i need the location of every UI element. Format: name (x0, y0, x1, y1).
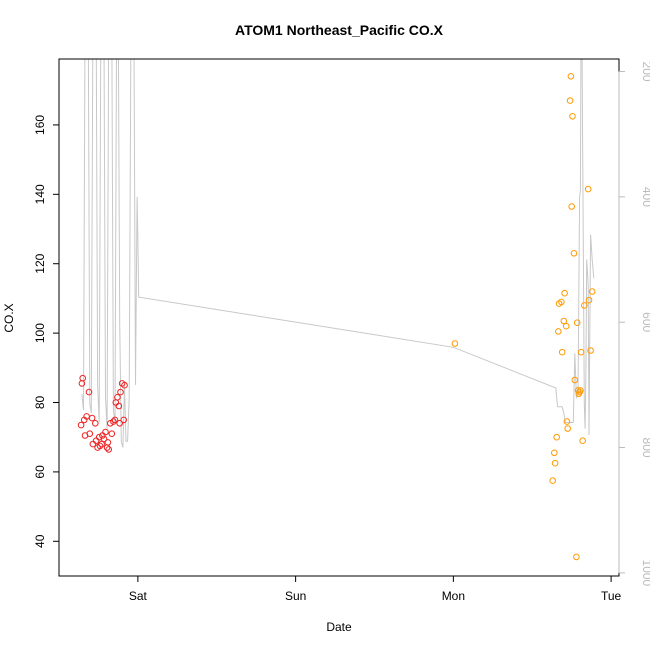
plot-area: Sat Sun Mon Tue 40 60 80 100 120 140 160 200 400 600 8… (33, 58, 650, 603)
y2-tick-label: 800 (640, 438, 650, 458)
y-axis-label: CO.X (2, 303, 16, 332)
data-point-series2 (564, 425, 572, 432)
chart-title: ATOM1 Northeast_Pacific CO.X (235, 22, 444, 38)
data-point-series1 (96, 442, 104, 450)
data-point-series2 (553, 433, 561, 441)
y-tick-label: 80 (33, 396, 47, 410)
data-point-series1 (88, 414, 96, 422)
x-tick-label: Sat (129, 589, 148, 603)
data-point-series1 (92, 420, 99, 427)
y-tick-label: 40 (33, 534, 47, 548)
series-line (81, 59, 595, 448)
data-point-series2 (577, 348, 585, 356)
data-point-series2 (588, 288, 596, 295)
data-point-series2 (587, 347, 594, 354)
data-point-series2 (569, 113, 576, 120)
data-point-series2 (549, 477, 557, 484)
y2-tick-label: 400 (640, 187, 650, 207)
y-tick-label: 100 (33, 323, 47, 343)
data-point-series2 (558, 348, 566, 356)
y-tick-label: 160 (33, 115, 47, 135)
data-point-series1 (111, 416, 119, 424)
data-point-series1 (105, 446, 112, 453)
y-tick-label: 120 (33, 253, 47, 273)
data-point-series1 (115, 402, 123, 410)
data-point-series1 (121, 381, 128, 389)
data-point-series1 (79, 374, 86, 382)
data-point-series1 (77, 421, 85, 429)
data-point-series1 (86, 430, 94, 438)
data-point-series2 (561, 289, 568, 297)
data-point-series2 (574, 387, 582, 394)
data-point-series1 (120, 416, 127, 424)
data-point-series2 (573, 553, 580, 561)
data-point-series2 (579, 437, 587, 445)
x-axis-label: Date (326, 620, 352, 634)
x-tick-label: Mon (442, 589, 465, 603)
plot-frame (58, 58, 620, 577)
y2-tick-label: 600 (640, 312, 650, 332)
data-point-series2 (570, 250, 578, 257)
y-tick-label: 60 (33, 465, 47, 479)
y2-tick-label: 200 (640, 62, 650, 82)
data-point-series2 (551, 449, 558, 457)
data-point-series1 (102, 428, 109, 436)
data-point-series1 (116, 420, 123, 427)
data-point-series1 (92, 437, 100, 445)
data-point-series1 (100, 435, 108, 443)
data-point-series1 (110, 418, 117, 425)
data-point-series2 (571, 376, 579, 384)
data-point-series1 (85, 388, 93, 396)
x-tick-label: Tue (601, 589, 622, 603)
data-point-series2 (568, 203, 576, 210)
data-point-series1 (104, 439, 112, 446)
data-point-series2 (562, 322, 570, 330)
data-point-series2 (581, 302, 588, 309)
y2-tick-label: 1000 (640, 560, 650, 587)
data-point-series1 (98, 440, 105, 448)
data-point-series2 (451, 340, 459, 347)
data-point-series2 (573, 319, 581, 327)
data-point-series2 (555, 328, 562, 335)
data-point-series1 (108, 430, 116, 438)
data-point-series1 (117, 388, 124, 396)
data-point-series2 (585, 296, 593, 304)
data-point-series2 (558, 298, 565, 306)
data-point-series2 (560, 317, 568, 325)
data-point-series2 (577, 387, 584, 394)
data-point-series2 (551, 459, 559, 467)
data-point-series1 (114, 394, 121, 401)
x-tick-label: Sun (285, 589, 306, 603)
data-point-series2 (566, 97, 574, 104)
y-tick-label: 140 (33, 184, 47, 204)
data-point-series2 (584, 185, 592, 193)
data-point-series2 (563, 418, 571, 425)
data-point-series2 (567, 73, 575, 80)
